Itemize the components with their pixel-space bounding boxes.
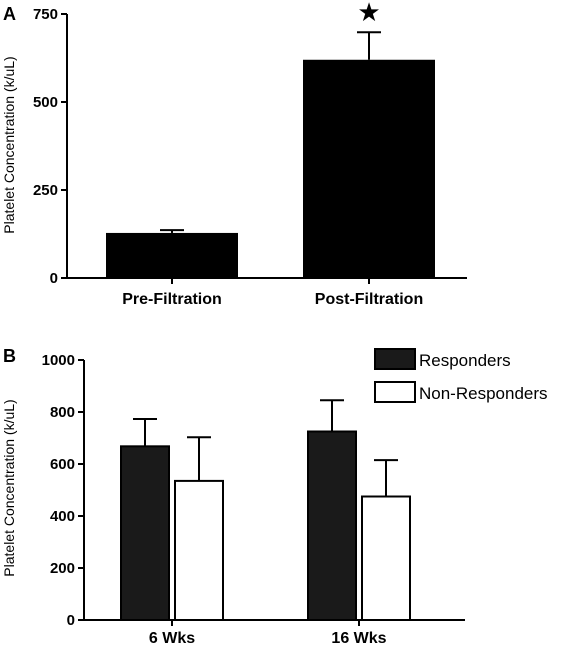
- panel-b-category-label: 16 Wks: [331, 630, 386, 647]
- panel-b-bar: [361, 495, 411, 621]
- panel-b-bar: [174, 479, 224, 621]
- panel-a-y-tick-label: 750: [33, 6, 58, 23]
- panel-a-category-label: Post-Filtration: [315, 291, 423, 308]
- legend-swatch: [374, 348, 416, 370]
- panel-a-y-tick-label: 500: [33, 94, 58, 111]
- legend-label: Non-Responders: [419, 384, 548, 403]
- panel-b-y-tick-label: 800: [50, 404, 75, 421]
- panel-a-letter: A: [3, 4, 16, 24]
- panel-a-y-tick-label: 0: [50, 270, 58, 287]
- legend-swatch: [374, 381, 416, 403]
- legend-label: Responders: [419, 351, 511, 370]
- panel-a-y-tick-label: 250: [33, 182, 58, 199]
- panel-b-y-tick-label: 0: [67, 612, 75, 629]
- panel-a: A Platelet Concentration (k/uL) 0 250 500 7…: [1, 0, 467, 308]
- panel-b-y-axis-title: Platelet Concentration (k/uL): [1, 399, 17, 576]
- panel-b-bar: [120, 445, 170, 621]
- panel-a-y-axis-title: Platelet Concentration (k/uL): [1, 56, 17, 233]
- panel-b-y-tick-label: 400: [50, 508, 75, 525]
- panel-b-y-tick-label: 200: [50, 560, 75, 577]
- panel-b: B Platelet Concentration (k/uL) 0 200 400 6…: [1, 346, 548, 647]
- panel-b-category-label: 6 Wks: [149, 630, 195, 647]
- significance-star-icon: ★: [357, 0, 380, 28]
- panel-a-category-label: Pre-Filtration: [122, 291, 222, 308]
- panel-b-letter: B: [3, 346, 16, 366]
- panel-b-bar: [307, 430, 357, 621]
- panel-b-y-tick-label: 1000: [42, 352, 75, 369]
- panel-a-bar: [106, 232, 238, 278]
- panel-a-bar: [303, 59, 435, 279]
- panel-b-y-tick-label: 600: [50, 456, 75, 473]
